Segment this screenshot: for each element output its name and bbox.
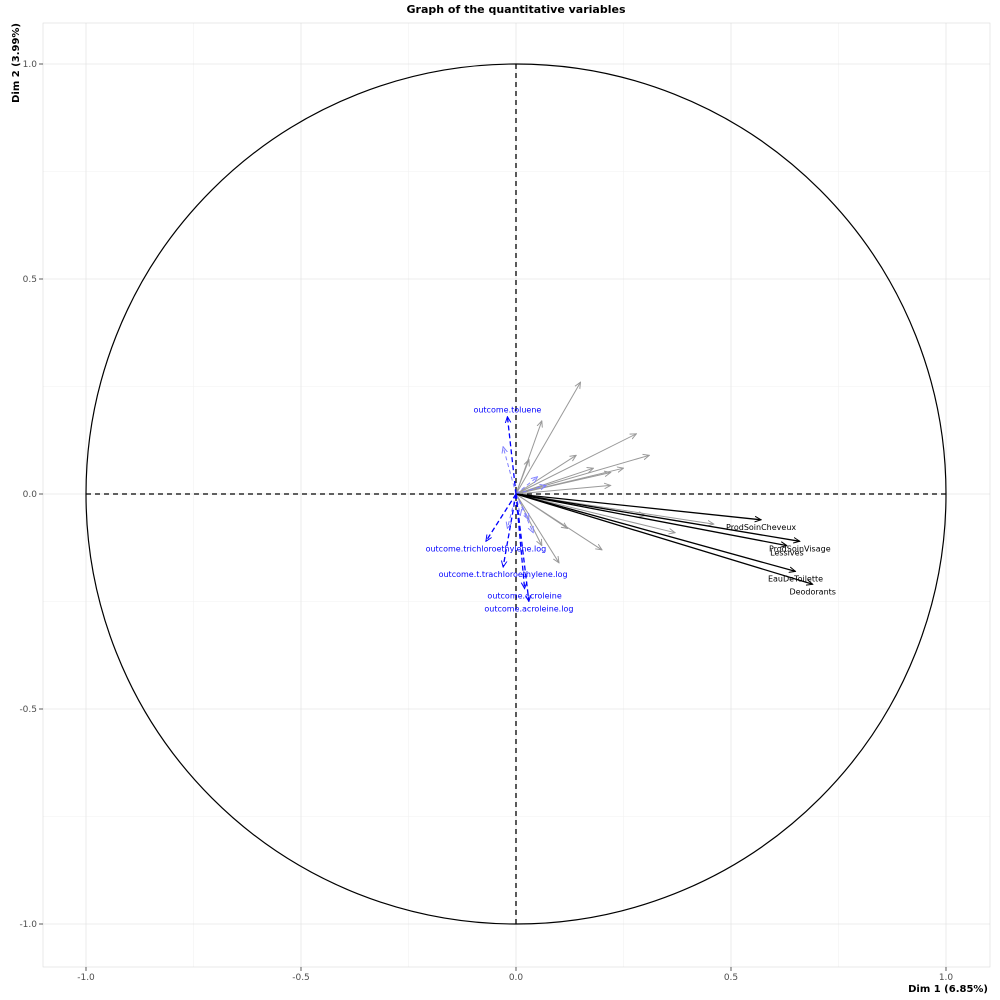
- arrow-active-unlabeled: [515, 493, 568, 528]
- label-outcome-trichloroethylene-log: outcome.trichloroethylene.log: [426, 544, 547, 553]
- supplementary-unlabeled-arrows: [503, 447, 546, 533]
- arrow-supplementary-unlabeled: [515, 493, 529, 520]
- label-prodsoincheveux: ProdSoinCheveux: [726, 523, 796, 532]
- label-deodorants: Deodorants: [789, 587, 836, 596]
- arrow-prodsoinvisage: [515, 493, 800, 541]
- x-tick-label: -1.0: [77, 973, 95, 983]
- x-axis-label: Dim 1 (6.85%): [908, 984, 988, 995]
- x-tick-label: 0.0: [509, 973, 524, 983]
- arrow-outcome-t-trachloroethylene-log: [503, 493, 517, 567]
- y-tick-label: -0.5: [19, 705, 37, 715]
- arrow-supplementary-unlabeled: [515, 485, 546, 495]
- active-unlabeled-arrows: [515, 382, 714, 563]
- arrow-supplementary-unlabeled: [503, 447, 517, 495]
- y-tick-label: 0.0: [23, 490, 38, 500]
- arrow-outcome-toluene: [507, 417, 517, 495]
- arrow-active-unlabeled: [515, 485, 611, 495]
- x-tick-label: 1.0: [939, 973, 954, 983]
- arrow-active-unlabeled: [515, 434, 636, 495]
- y-tick-label: 1.0: [23, 60, 38, 70]
- arrow-outcome-acroleine-log: [515, 493, 529, 602]
- arrow-supplementary-unlabeled: [507, 493, 517, 528]
- arrow-active-unlabeled: [515, 460, 529, 495]
- arrow-deodorants: [515, 493, 813, 584]
- label-prodsoinvisage: ProdSoinVisage: [769, 544, 831, 553]
- arrow-active-unlabeled: [515, 468, 593, 495]
- label-lessives: Lessives: [770, 549, 804, 558]
- arrow-active-unlabeled: [515, 493, 675, 533]
- supplementary-labeled-arrows: [486, 417, 529, 602]
- y-tick-label: -1.0: [19, 920, 37, 930]
- arrow-lessives: [515, 493, 787, 546]
- arrow-active-unlabeled: [515, 493, 559, 563]
- active-labeled-arrows: [515, 493, 813, 584]
- arrow-active-unlabeled: [515, 473, 611, 495]
- label-outcome-acroleine-log: outcome.acroleine.log: [484, 605, 573, 614]
- x-axis-ticks: -1.0 -0.5 0.0 0.5 1.0: [77, 967, 953, 983]
- y-axis-label: Dim 2 (3.99%): [11, 23, 22, 103]
- chart-title: Graph of the quantitative variables: [407, 3, 626, 16]
- label-outcome-t-trachloroethylene-log: outcome.t.trachloroethylene.log: [439, 570, 568, 579]
- y-axis-ticks: -1.0 -0.5 0.0 0.5 1.0: [19, 60, 43, 930]
- x-tick-label: -0.5: [292, 973, 310, 983]
- y-tick-label: 0.5: [23, 275, 37, 285]
- arrow-active-unlabeled: [515, 455, 576, 495]
- x-tick-label: 0.5: [724, 973, 738, 983]
- label-eaudetoilette: EauDeToilette: [768, 574, 823, 583]
- arrow-outcome-trichloroethylene-log: [486, 493, 517, 541]
- arrow-supplementary-unlabeled: [515, 477, 538, 495]
- label-outcome-acroleine: outcome.acroleine: [487, 592, 561, 601]
- label-outcome-toluene: outcome.toluene: [473, 406, 541, 415]
- arrow-supplementary-unlabeled: [515, 493, 533, 533]
- arrow-prodsoincheveux: [515, 493, 761, 520]
- arrow-eaudetoilette: [515, 493, 796, 571]
- unit-circle: [85, 63, 947, 925]
- plot-panel-border: [42, 22, 991, 968]
- arrow-active-unlabeled: [515, 382, 581, 495]
